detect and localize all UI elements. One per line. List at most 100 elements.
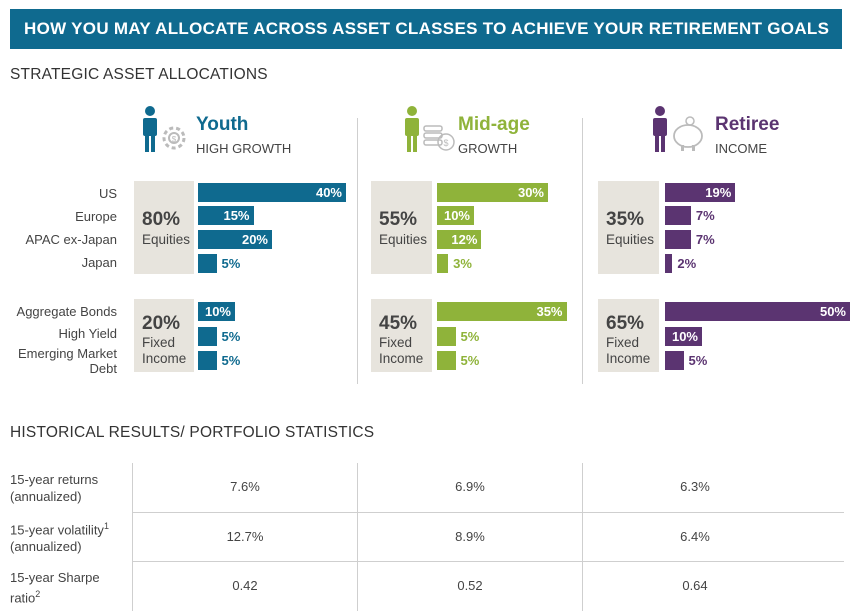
bar-midage-0 bbox=[437, 183, 548, 202]
equities-pct: 55% bbox=[379, 209, 418, 230]
row-label-emd-line1: Emerging Market bbox=[18, 346, 117, 361]
bar-label-midage-1: 10% bbox=[443, 208, 470, 223]
fixed-pct: 20% bbox=[142, 313, 181, 334]
stat-sharpe-retiree: 0.64 bbox=[682, 578, 708, 593]
bar-retiree-2 bbox=[665, 230, 691, 249]
bar-label-retiree-3: 2% bbox=[677, 256, 697, 271]
svg-text:$: $ bbox=[443, 138, 448, 148]
banner-title: HOW YOU MAY ALLOCATE ACROSS ASSET CLASSE… bbox=[10, 9, 842, 49]
bar-youth-4 bbox=[198, 302, 235, 321]
section-title-allocations: STRATEGIC ASSET ALLOCATIONS bbox=[10, 66, 268, 83]
bar-label-midage-3: 3% bbox=[453, 256, 472, 271]
bar-midage-6 bbox=[437, 351, 456, 370]
table-column-divider bbox=[357, 463, 358, 611]
bar-retiree-6 bbox=[665, 351, 684, 370]
equities-pct: 80% bbox=[142, 209, 181, 230]
equities-label: Equities bbox=[379, 232, 428, 247]
column-divider bbox=[357, 118, 358, 384]
bar-youth-0 bbox=[198, 183, 346, 202]
bar-label-midage-6: 5% bbox=[460, 353, 480, 368]
equities-label: Equities bbox=[142, 232, 191, 247]
equities-pct: 35% bbox=[606, 209, 645, 230]
summary-equities-youth: 80% Equities bbox=[134, 181, 194, 274]
bar-label-retiree-2: 7% bbox=[695, 232, 715, 247]
bar-midage-3 bbox=[437, 254, 449, 273]
summary-equities-retiree: 35% Equities bbox=[598, 181, 659, 274]
bar-label-midage-5: 5% bbox=[460, 329, 480, 344]
fixed-label: Fixed Income bbox=[606, 335, 650, 367]
bar-label-youth-5: 5% bbox=[221, 329, 241, 344]
summary-fixed-retiree: 65% Fixed Income bbox=[598, 299, 659, 372]
stat-label-returns-line1: 15-year returns bbox=[10, 472, 99, 487]
stat-sharpe-midage: 0.52 bbox=[457, 578, 483, 593]
fixed-label-line1: Fixed bbox=[606, 335, 640, 350]
bar-label-retiree-6: 5% bbox=[688, 353, 708, 368]
stat-label-sharpe-line2: ratio bbox=[10, 590, 36, 606]
stat-returns-youth: 7.6% bbox=[230, 479, 260, 494]
stat-returns-midage: 6.9% bbox=[455, 479, 485, 494]
stat-label-sharpe-line1: 15-year Sharpe bbox=[10, 570, 100, 585]
stat-returns-retiree: 6.3% bbox=[680, 479, 710, 494]
stat-label-volatility-line1: 15-year volatility bbox=[10, 522, 104, 538]
fixed-label: Fixed Income bbox=[142, 335, 186, 367]
bar-label-retiree-4: 50% bbox=[819, 304, 846, 319]
bar-retiree-5 bbox=[665, 327, 702, 346]
profile-name: Youth bbox=[196, 114, 249, 135]
bar-label-youth-4: 10% bbox=[204, 304, 231, 319]
fixed-label-line2: Income bbox=[379, 351, 424, 366]
bar-label-retiree-1: 7% bbox=[695, 208, 715, 223]
bar-label-youth-2: 20% bbox=[241, 232, 268, 247]
bar-label-retiree-0: 19% bbox=[705, 185, 732, 200]
equities-label: Equities bbox=[606, 232, 655, 247]
bar-youth-3 bbox=[198, 254, 217, 273]
summary-equities-midage: 55% Equities bbox=[371, 181, 432, 274]
profile-name: Retiree bbox=[715, 114, 780, 135]
stat-volatility-youth: 12.7% bbox=[226, 529, 264, 544]
row-label-emd-line2: Debt bbox=[89, 361, 117, 376]
table-column-divider bbox=[582, 463, 583, 611]
row-label-us: US bbox=[98, 186, 117, 201]
stat-label-volatility: 15-year volatility1 (annualized) bbox=[10, 518, 109, 555]
stat-sharpe-youth: 0.42 bbox=[232, 578, 258, 593]
bar-retiree-3 bbox=[665, 254, 673, 273]
row-label-high-yield: High Yield bbox=[58, 326, 117, 341]
bar-label-youth-0: 40% bbox=[315, 185, 342, 200]
stat-label-volatility-line2: (annualized) bbox=[10, 539, 82, 555]
row-label-emd: Emerging Market Debt bbox=[18, 346, 117, 376]
fixed-label: Fixed Income bbox=[379, 335, 423, 367]
bar-youth-2 bbox=[198, 230, 272, 249]
table-row-divider bbox=[132, 512, 844, 513]
fixed-label-line2: Income bbox=[142, 351, 187, 366]
bar-midage-5 bbox=[437, 327, 456, 346]
bar-midage-4 bbox=[437, 302, 567, 321]
person-piggybank-icon bbox=[653, 106, 703, 152]
footnote-1: 1 bbox=[103, 521, 109, 531]
fixed-pct: 45% bbox=[379, 313, 418, 334]
profile-subtitle: INCOME bbox=[715, 141, 767, 156]
bar-youth-5 bbox=[198, 327, 217, 346]
summary-fixed-youth: 20% Fixed Income bbox=[134, 299, 194, 372]
bar-retiree-0 bbox=[665, 183, 736, 202]
section-title-stats: HISTORICAL RESULTS/ PORTFOLIO STATISTICS bbox=[10, 424, 375, 441]
stat-label-returns: 15-year returns (annualized) bbox=[10, 471, 98, 505]
bar-midage-2 bbox=[437, 230, 482, 249]
bar-label-youth-3: 5% bbox=[221, 256, 241, 271]
bar-label-retiree-5: 10% bbox=[671, 329, 698, 344]
stat-volatility-midage: 8.9% bbox=[455, 529, 485, 544]
table-row-divider bbox=[132, 561, 844, 562]
bar-midage-1 bbox=[437, 206, 474, 225]
fixed-label-line2: Income bbox=[606, 351, 651, 366]
stat-label-sharpe: 15-year Sharpe ratio2 bbox=[10, 569, 100, 606]
bar-label-midage-2: 12% bbox=[451, 232, 478, 247]
svg-text:$: $ bbox=[172, 135, 177, 144]
row-label-europe: Europe bbox=[75, 209, 117, 224]
column-divider bbox=[582, 118, 583, 384]
stat-volatility-retiree: 6.4% bbox=[680, 529, 710, 544]
table-column-divider bbox=[132, 463, 133, 611]
profile-subtitle: GROWTH bbox=[458, 141, 518, 156]
fixed-label-line1: Fixed bbox=[379, 335, 413, 350]
profile-subtitle: HIGH GROWTH bbox=[196, 141, 292, 156]
bar-retiree-4 bbox=[665, 302, 850, 321]
row-label-apac: APAC ex-Japan bbox=[25, 232, 117, 247]
row-label-agg-bonds: Aggregate Bonds bbox=[16, 304, 117, 319]
